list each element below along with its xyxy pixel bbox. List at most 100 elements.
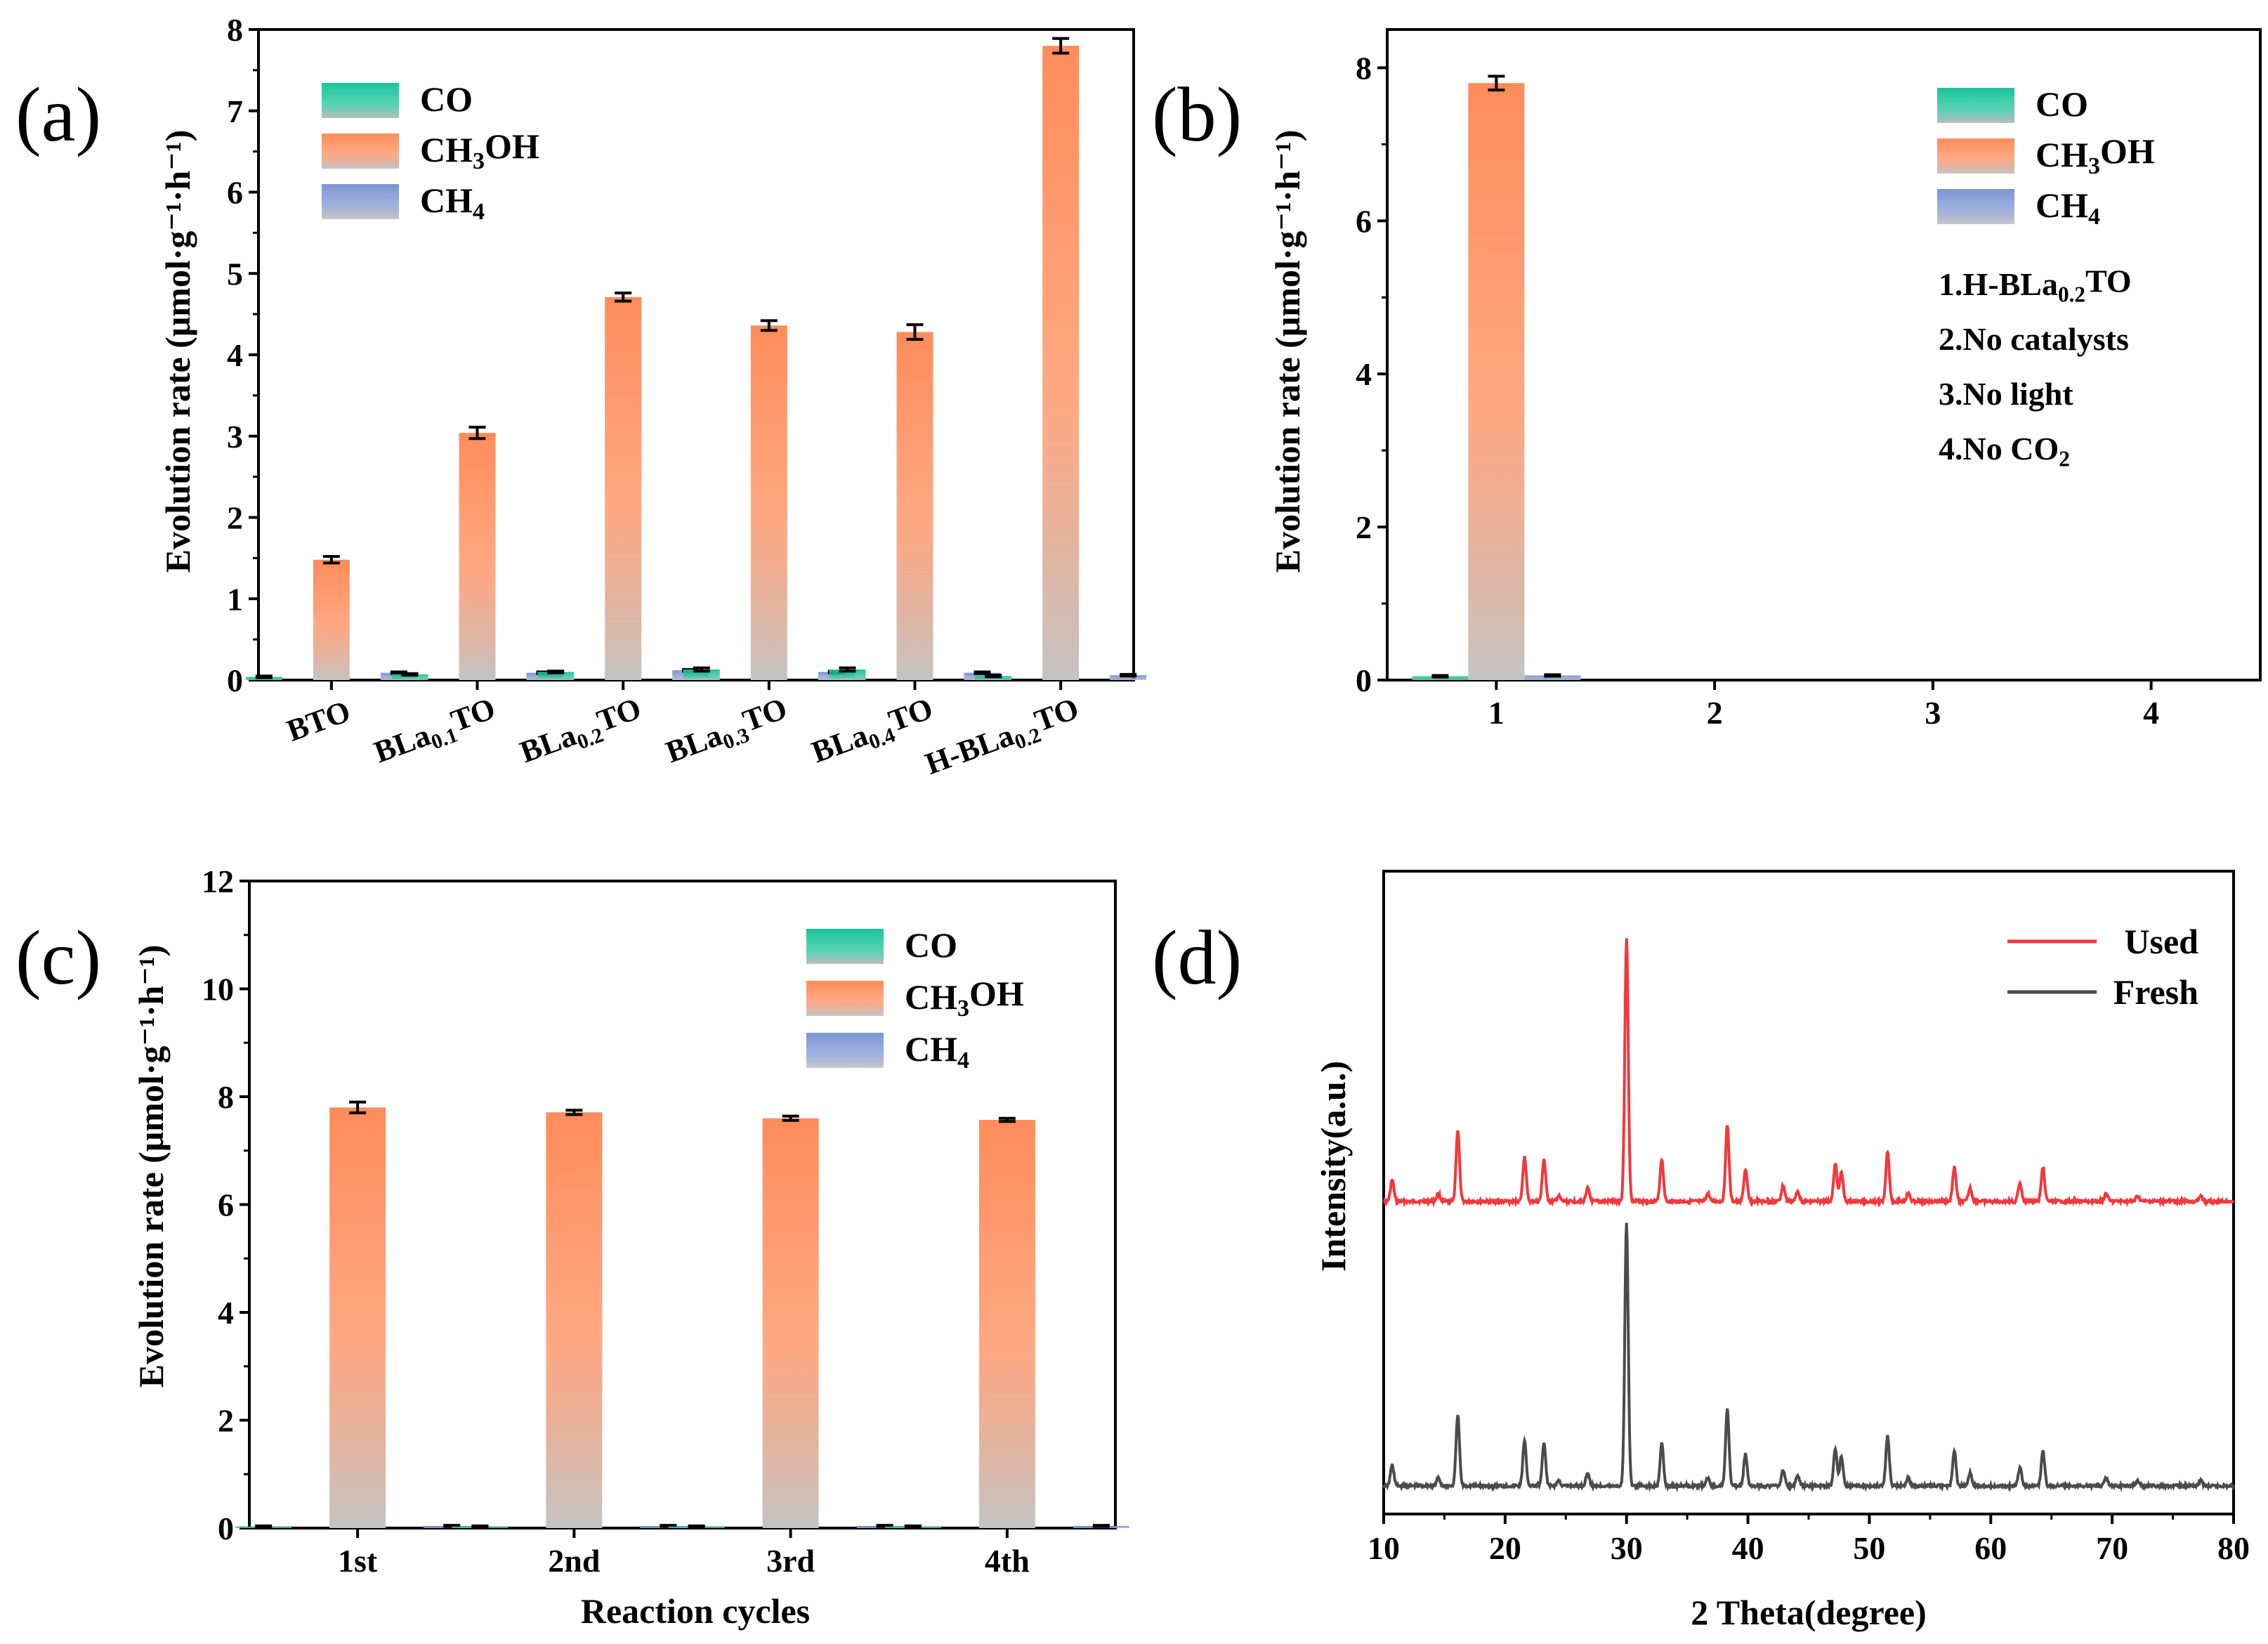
y-tick-label: 0 xyxy=(218,1511,234,1546)
legend-label-co: CO xyxy=(420,79,473,119)
y-tick-label: 4 xyxy=(1356,356,1372,392)
condition-note: 2.No catalysts xyxy=(1939,321,2129,357)
legend-label-ch4: CH4 xyxy=(420,181,485,225)
panel-a-ylabel: Evolution rate (μmol·g⁻¹·h⁻¹) xyxy=(158,130,197,573)
bar-ch4 xyxy=(1524,675,1581,680)
panel-c-ylabel: Evolution rate (μmol·g⁻¹·h⁻¹) xyxy=(131,945,171,1388)
x-tick-label: 4th xyxy=(985,1543,1030,1579)
legend-label-ch4: CH4 xyxy=(905,1029,969,1074)
legend-swatch-co xyxy=(322,83,399,118)
condition-note: 4.No CO2 xyxy=(1939,431,2070,471)
panel-a-frame xyxy=(257,28,1135,681)
condition-note: 1.H-BLa0.2TO xyxy=(1939,263,2132,307)
bar-ch4 xyxy=(1110,675,1147,680)
x-tick-label: 30 xyxy=(1611,1530,1643,1566)
legend-swatch-ch4 xyxy=(322,184,399,219)
bar-ch3oh xyxy=(762,1118,819,1528)
bar-co xyxy=(537,672,575,680)
chart-panel-d: 10 20 30 40 50 60 70 80 Used Fresh xyxy=(1368,870,2250,1566)
x-tick-label: 60 xyxy=(1974,1530,2007,1566)
legend-swatch-ch3oh xyxy=(806,981,884,1016)
legend-swatch-co xyxy=(806,929,884,964)
x-tick-label: H-BLa0.2TO xyxy=(919,691,1085,785)
chart-panel-c: 0 2 4 6 8 10 12 1st 2nd 3rd 4th CO CH3OH CH4 xyxy=(202,863,1129,1579)
legend-label-co: CO xyxy=(2036,84,2088,124)
y-tick-label: 3 xyxy=(227,419,243,455)
legend-label-co: CO xyxy=(905,925,957,965)
bar-ch3oh xyxy=(1042,46,1080,680)
y-tick-label: 4 xyxy=(227,337,243,373)
bar-co xyxy=(683,669,720,680)
y-tick-label: 2 xyxy=(218,1403,234,1439)
legend-label-used: Used xyxy=(2124,922,2198,961)
y-tick-label: 0 xyxy=(1356,663,1372,698)
x-tick-label: 80 xyxy=(2217,1530,2250,1566)
panel-label-c: (c) xyxy=(15,915,101,1000)
y-tick-label: 8 xyxy=(218,1079,234,1115)
bar-ch3oh xyxy=(1468,83,1525,680)
bar-ch3oh xyxy=(459,433,496,680)
x-tick-label: 20 xyxy=(1489,1530,1521,1566)
y-tick-label: 6 xyxy=(227,175,243,211)
legend-swatch-co xyxy=(1937,88,2014,123)
legend-swatch-ch3oh xyxy=(322,133,399,169)
legend-label-ch3oh: CH3OH xyxy=(905,974,1024,1022)
legend-swatch-ch4 xyxy=(1937,189,2014,224)
bar-ch3oh xyxy=(896,332,933,680)
panel-label-b: (b) xyxy=(1152,72,1242,157)
x-tick-label: BTO xyxy=(282,693,355,748)
legend-label-fresh: Fresh xyxy=(2113,972,2198,1012)
x-tick-label: 1st xyxy=(338,1543,378,1579)
y-tick-label: 6 xyxy=(218,1187,234,1223)
y-tick-label: 0 xyxy=(227,663,243,698)
y-tick-label: 4 xyxy=(218,1295,234,1331)
x-tick-label: 50 xyxy=(1853,1530,1885,1566)
bar-ch3oh xyxy=(313,559,350,680)
x-tick-label: BLa0.4TO xyxy=(806,691,940,773)
line-used xyxy=(1382,938,2235,1208)
y-tick-label: 12 xyxy=(202,863,234,899)
bar-co xyxy=(829,669,866,680)
y-tick-label: 7 xyxy=(227,93,243,129)
chart-panel-b: 0 2 4 6 8 1 2 3 4 CO CH3OH CH4 1.H-BLa0.2TO 2.No cata… xyxy=(1356,28,2262,731)
x-tick-label: 2 xyxy=(1707,695,1723,731)
x-tick-label: 3 xyxy=(1925,695,1941,731)
y-tick-label: 8 xyxy=(227,12,243,48)
panel-c-xlabel: Reaction cycles xyxy=(581,1591,810,1631)
x-tick-label: BLa0.3TO xyxy=(660,691,794,773)
legend-swatch-ch3oh xyxy=(1937,138,2014,174)
legend-label-ch4: CH4 xyxy=(2036,185,2100,230)
x-tick-label: 1 xyxy=(1488,695,1505,731)
x-tick-label: 4 xyxy=(2143,695,2159,731)
x-tick-label: 10 xyxy=(1368,1530,1400,1566)
panel-d-ylabel: Intensity(a.u.) xyxy=(1313,1061,1353,1272)
y-tick-label: 1 xyxy=(227,581,243,617)
panel-label-a: (a) xyxy=(15,72,101,157)
bar-ch3oh xyxy=(750,325,787,680)
x-tick-label: 2nd xyxy=(548,1543,601,1579)
y-tick-label: 2 xyxy=(227,500,243,536)
panel-b-ylabel: Evolution rate (μmol·g⁻¹·h⁻¹) xyxy=(1268,130,1307,573)
panel-b-frame xyxy=(1386,28,2262,681)
bar-ch3oh xyxy=(546,1112,603,1528)
x-tick-label: 40 xyxy=(1732,1530,1764,1566)
line-fresh xyxy=(1382,1222,2235,1493)
legend-swatch-ch4 xyxy=(806,1033,884,1068)
y-tick-label: 5 xyxy=(227,256,243,292)
y-tick-label: 2 xyxy=(1356,509,1372,545)
y-tick-label: 10 xyxy=(202,972,234,1007)
legend-label-ch3oh: CH3OH xyxy=(420,126,539,174)
y-tick-label: 8 xyxy=(1356,50,1372,86)
bar-co xyxy=(391,674,428,680)
x-tick-label: BLa0.2TO xyxy=(514,691,648,773)
legend-label-ch3oh: CH3OH xyxy=(2036,131,2155,179)
panel-label-d: (d) xyxy=(1152,915,1242,1000)
condition-note: 3.No light xyxy=(1939,376,2073,412)
x-tick-label: 3rd xyxy=(766,1543,815,1579)
x-tick-label: BLa0.1TO xyxy=(369,691,502,773)
bar-ch3oh xyxy=(605,296,642,680)
chart-panel-a: 0 1 2 3 4 5 6 7 8 BTO BLa0.1TOBLa0.2TOBLa0.3TOBLa0… xyxy=(227,12,1147,785)
y-tick-label: 6 xyxy=(1356,203,1372,239)
panel-d-xlabel: 2 Theta(degree) xyxy=(1691,1593,1927,1632)
